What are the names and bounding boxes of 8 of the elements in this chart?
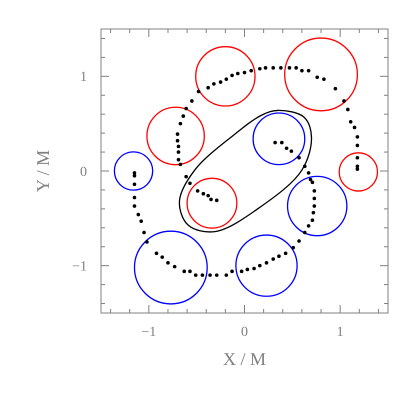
y-tick-label: 1: [80, 70, 87, 86]
y-axis-title: Y / M: [33, 150, 53, 192]
x-axis-title: X / M: [222, 349, 266, 369]
x-tick-label: 0: [241, 325, 248, 340]
y-tick-label: 0: [80, 164, 87, 180]
y-tick-label: −1: [72, 260, 87, 275]
x-tick-label: 1: [336, 325, 344, 340]
x-tick-label: −1: [141, 325, 156, 340]
